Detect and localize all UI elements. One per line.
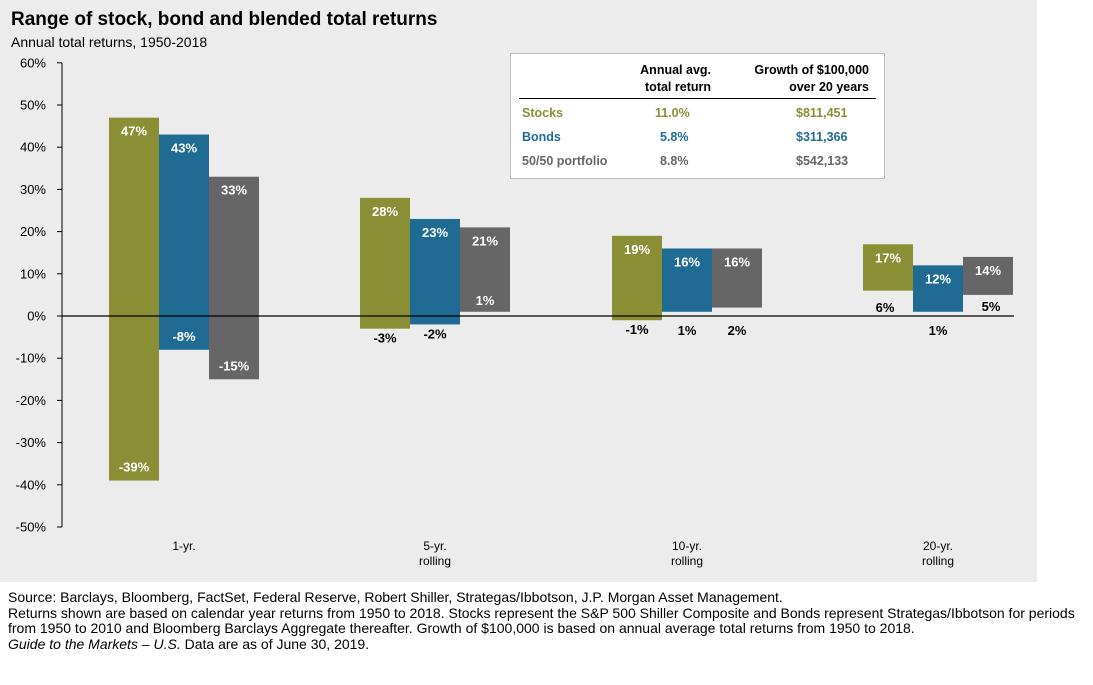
- row-bonds-label: Bonds: [522, 130, 561, 144]
- y-tick-label: 30%: [20, 182, 46, 197]
- x-category-label: 20-yr.: [923, 539, 953, 553]
- y-tick-label: -40%: [16, 477, 47, 492]
- footer-date: Data are as of June 30, 2019.: [180, 635, 370, 652]
- row-bonds-avg: 5.8%: [660, 130, 689, 144]
- bar-stocks-20yr: [863, 244, 913, 291]
- bar-portfolio-20yr: [963, 256, 1013, 295]
- row-stocks-avg: 11.0%: [655, 106, 690, 120]
- row-stocks-label: Stocks: [522, 106, 563, 120]
- chart-panel: Range of stock, bond and blended total r…: [0, 0, 1037, 582]
- x-category-label: 5-yr.: [423, 539, 446, 553]
- label-portfolio-10yr-high: 16%: [724, 254, 750, 269]
- row-portfolio-growth: $542,133: [796, 154, 849, 168]
- growth-header: Growth of $100,000 over 20 years: [754, 63, 869, 94]
- x-category-label: rolling: [419, 554, 451, 568]
- y-tick-label: 20%: [20, 224, 46, 239]
- label-bonds-10yr-high: 16%: [674, 254, 700, 269]
- footer-notes: Source: Barclays, Bloomberg, FactSet, Fe…: [8, 589, 1088, 653]
- bar-portfolio-10yr: [712, 248, 762, 308]
- y-tick-label: -20%: [16, 393, 47, 408]
- label-portfolio-5yr-high: 21%: [472, 233, 498, 248]
- y-axis: -50% -40% -30% -20% -10% 0% 10% 20% 30% 40% 50% 60%: [16, 55, 63, 535]
- y-tick-label: 60%: [20, 55, 46, 70]
- bars-layer: [109, 117, 1013, 481]
- label-portfolio-1yr-low: -15%: [219, 358, 250, 373]
- label-portfolio-5yr-low: 1%: [476, 293, 495, 308]
- label-stocks-10yr-high: 19%: [624, 242, 650, 257]
- label-bonds-20yr-high: 12%: [925, 271, 951, 286]
- footer-date-line: Guide to the Markets – U.S. Data are as …: [8, 635, 1088, 653]
- label-portfolio-20yr-low: 5%: [982, 299, 1001, 314]
- row-bonds-growth: $311,366: [796, 130, 848, 144]
- label-stocks-1yr-low: -39%: [119, 460, 150, 475]
- y-tick-label: 10%: [20, 266, 46, 281]
- bar-stocks-1yr: [109, 117, 159, 481]
- label-stocks-5yr-low: -3%: [373, 331, 397, 346]
- bar-bonds-20yr: [913, 265, 963, 312]
- summary-table: Annual avg. total return Growth of $100,…: [510, 53, 885, 179]
- header-separator: [519, 98, 876, 99]
- avg-return-header: Annual avg. total return: [640, 63, 711, 94]
- y-tick-label: 40%: [20, 140, 46, 155]
- x-category-label: 10-yr.: [672, 539, 702, 553]
- bar-stocks-5yr: [360, 197, 410, 329]
- row-portfolio-avg: 8.8%: [660, 154, 689, 168]
- row-stocks-growth: $811,451: [796, 106, 848, 120]
- footer-source: Source: Barclays, Bloomberg, FactSet, Fe…: [8, 589, 783, 605]
- y-tick-label: 50%: [20, 98, 46, 113]
- y-tick-label: -50%: [16, 520, 47, 535]
- label-stocks-20yr-high: 17%: [875, 250, 901, 265]
- label-bonds-1yr-low: -8%: [172, 329, 196, 344]
- bar-labels-layer: 47% -39% 28% -3% 19% -1% 17% 6% 43% -8% 23% -2% 16% 1…: [119, 124, 1002, 475]
- x-axis-categories: 1-yr. 5-yr.rolling10-yr.rolling20-yr.roll…: [172, 539, 954, 568]
- y-tick-label: 0%: [27, 309, 46, 324]
- y-tick-label: -10%: [16, 351, 47, 366]
- label-bonds-5yr-high: 23%: [422, 225, 448, 240]
- bar-bonds-5yr: [410, 218, 460, 325]
- label-portfolio-1yr-high: 33%: [221, 183, 247, 198]
- footer-guide: Guide to the Markets – U.S.: [8, 635, 181, 652]
- chart-subtitle: Annual total returns, 1950-2018: [11, 34, 208, 50]
- bar-bonds-1yr: [159, 134, 209, 350]
- x-category-label: rolling: [922, 554, 954, 568]
- footer-note: Returns shown are based on calendar year…: [8, 604, 1075, 636]
- label-bonds-5yr-low: -2%: [423, 326, 447, 341]
- label-portfolio-10yr-low: 2%: [728, 323, 747, 338]
- label-stocks-5yr-high: 28%: [372, 204, 398, 219]
- bar-portfolio-1yr: [209, 176, 259, 380]
- bar-portfolio-5yr: [460, 227, 510, 312]
- row-portfolio-label: 50/50 portfolio: [522, 154, 608, 168]
- label-portfolio-20yr-high: 14%: [975, 263, 1001, 278]
- label-bonds-1yr-high: 43%: [171, 141, 197, 156]
- range-chart: -50% -40% -30% -20% -10% 0% 10% 20% 30% 40% 50% 60%…: [16, 55, 1014, 568]
- label-bonds-10yr-low: 1%: [678, 323, 697, 338]
- label-bonds-20yr-low: 1%: [929, 323, 948, 338]
- bar-bonds-10yr: [662, 248, 712, 312]
- x-category-label: rolling: [671, 554, 703, 568]
- x-category-label: 1-yr.: [172, 539, 195, 553]
- y-tick-label: -30%: [16, 435, 47, 450]
- label-stocks-10yr-low: -1%: [625, 322, 649, 337]
- label-stocks-20yr-low: 6%: [876, 300, 895, 315]
- chart-title: Range of stock, bond and blended total r…: [11, 9, 438, 30]
- bar-stocks-10yr: [612, 235, 662, 321]
- label-stocks-1yr-high: 47%: [121, 124, 147, 139]
